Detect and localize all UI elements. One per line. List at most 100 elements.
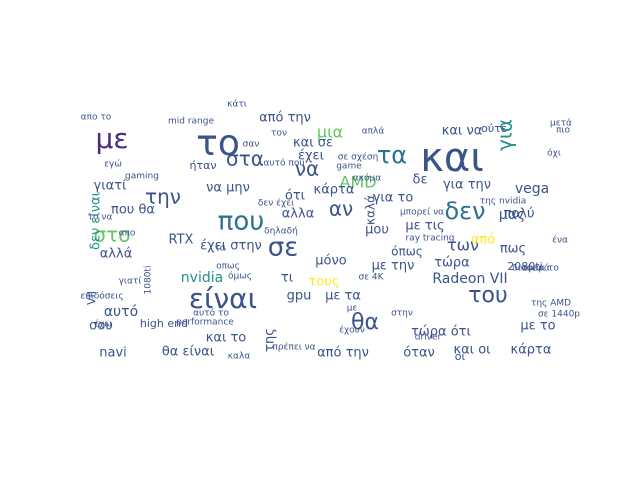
word: από την — [317, 346, 369, 361]
word: και σε — [293, 136, 333, 151]
word: έχει — [298, 149, 324, 164]
word: να — [295, 157, 319, 181]
word: τι — [281, 271, 293, 286]
word: να μην — [206, 181, 250, 196]
word: και — [420, 135, 483, 181]
word: με — [347, 304, 358, 314]
word: αυτό — [104, 304, 138, 320]
word: κάρτα — [314, 183, 355, 198]
word: από την — [259, 111, 311, 126]
word: 1080ti — [144, 266, 154, 295]
word: high end — [140, 317, 188, 330]
word: εγώ — [104, 159, 122, 170]
word: τα — [377, 141, 407, 169]
word: mid range — [168, 117, 214, 127]
word: σου — [89, 319, 113, 334]
word: μου — [365, 223, 389, 238]
word: απο το — [81, 113, 112, 123]
word: με τις — [405, 219, 444, 234]
word: μια — [317, 123, 343, 142]
word: το — [196, 123, 240, 164]
word: performance — [176, 318, 234, 328]
word: καλά — [364, 195, 378, 225]
word: δηλαδή — [264, 227, 298, 237]
word: αυτό το — [193, 308, 229, 319]
word: όπως — [391, 245, 423, 259]
word: όταν — [403, 346, 435, 361]
word: και το — [206, 331, 247, 346]
word: gpu — [287, 289, 312, 304]
word: σε — [268, 233, 299, 263]
word: μόνο — [315, 254, 346, 269]
word: VII — [85, 291, 98, 305]
word: δε — [413, 173, 428, 188]
word: επιδόσεις — [80, 291, 123, 302]
word: navi — [99, 346, 127, 361]
word: 2080ti — [507, 260, 542, 273]
word: αυτό που — [263, 158, 304, 169]
word: κάρτα — [511, 343, 552, 358]
word: αλλά — [100, 247, 133, 262]
word: δεν είναι — [89, 192, 104, 250]
word: στην — [391, 309, 413, 319]
word: τους — [309, 275, 340, 290]
word: σαν — [243, 140, 260, 150]
word: ήταν — [190, 159, 217, 172]
word: έχουν — [339, 325, 365, 336]
word: πρέπει να — [272, 342, 315, 353]
word: της — [263, 328, 278, 352]
word: για — [493, 119, 517, 151]
word: ότι — [285, 189, 305, 204]
word: με την — [372, 259, 415, 274]
word: πως — [500, 242, 526, 257]
word: γιατί — [119, 277, 142, 287]
word: πολύ — [504, 207, 535, 222]
word: driver — [415, 333, 442, 343]
word: δεν έχει — [258, 198, 294, 209]
word: κάτι — [227, 100, 247, 110]
word: έχει στην — [200, 239, 262, 254]
word: έχω — [94, 319, 112, 330]
word: της AMD — [531, 299, 571, 309]
word: διαφορά — [512, 264, 550, 274]
word: γιατί — [94, 179, 127, 194]
word: θα — [351, 310, 379, 335]
word: αν — [329, 197, 353, 221]
word: με — [96, 122, 129, 155]
word: που θα — [111, 203, 155, 218]
word: μετά — [550, 119, 572, 129]
word: ακόμα — [353, 173, 381, 184]
word: όμως — [228, 271, 252, 282]
word: σε σχέση — [338, 152, 379, 163]
word: στα — [226, 147, 264, 171]
word: μπορεί να — [400, 208, 444, 218]
word: των — [447, 236, 479, 255]
word: ούτε — [481, 122, 507, 135]
word: ray tracing — [405, 234, 454, 244]
word: καλα — [228, 352, 251, 362]
word: ένα — [552, 235, 568, 246]
word: RTX — [169, 233, 194, 248]
word: πιο — [556, 126, 570, 136]
word: δεν — [444, 197, 485, 225]
word: απλά — [362, 127, 385, 137]
word: από — [471, 233, 495, 248]
word: απο — [119, 229, 136, 239]
word: σε 4K — [358, 273, 384, 283]
word: με το — [520, 319, 555, 334]
word: Radeon VII — [432, 271, 507, 287]
word: είναι — [189, 282, 257, 315]
word: θα είναι — [162, 345, 214, 360]
word: και οι — [453, 343, 490, 358]
word: που — [218, 207, 265, 237]
word: οι — [455, 350, 466, 363]
word: με τα — [325, 289, 361, 304]
word: τώρα — [434, 256, 470, 271]
word: στο — [94, 223, 131, 247]
word: vega — [515, 181, 549, 197]
word: το να — [88, 213, 113, 223]
word: είναι το — [523, 264, 559, 274]
word: όχι — [547, 148, 561, 159]
word: για το — [373, 191, 414, 206]
